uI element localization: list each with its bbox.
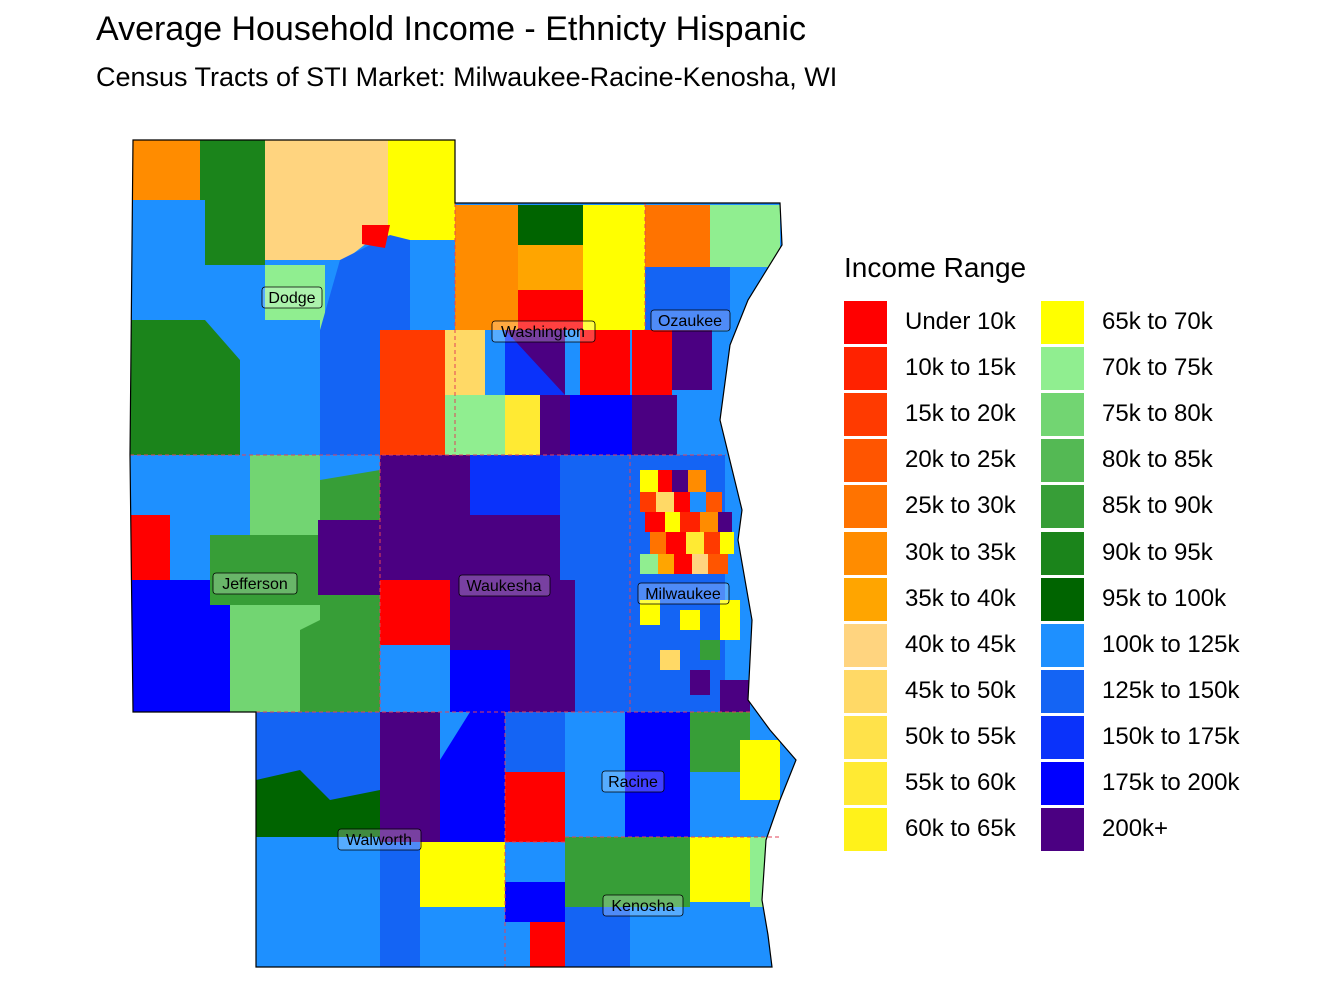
county-label-walworth: Walworth [337, 828, 422, 851]
chart-subtitle: Census Tracts of STI Market: Milwaukee-R… [96, 62, 838, 92]
legend-item: 200k+ [1041, 808, 1271, 852]
legend-label: Under 10k [905, 308, 1016, 335]
legend-label: 85k to 90k [1102, 492, 1213, 520]
legend-item: 100k to 125k [1041, 623, 1271, 668]
legend-label: 95k to 100k [1102, 584, 1227, 612]
legend-label: 40k to 45k [905, 630, 1016, 658]
legend-label: 30k to 35k [905, 538, 1016, 566]
legend-item: 95k to 100k [1041, 577, 1271, 622]
county-labels: Dodge Washington Ozaukee Jefferson Wauke… [212, 286, 731, 917]
legend-swatch [844, 439, 887, 483]
legend-item: 55k to 60k [844, 762, 1074, 806]
legend-label: 175k to 200k [1102, 769, 1240, 796]
svg-text:Waukesha: Waukesha [467, 578, 542, 595]
legend-item: 80k to 85k [1041, 439, 1271, 483]
legend-label: 55k to 60k [905, 769, 1016, 796]
svg-text:Kenosha: Kenosha [611, 898, 674, 915]
legend-item: 10k to 15k [844, 347, 1074, 391]
legend-label: 45k to 50k [905, 676, 1016, 704]
county-label-ozaukee: Ozaukee [650, 309, 731, 332]
legend-label: 10k to 15k [905, 354, 1016, 382]
svg-text:Ozaukee: Ozaukee [658, 313, 722, 330]
legend-swatch [1041, 393, 1084, 437]
svg-text:Racine: Racine [608, 774, 658, 791]
legend-swatch [844, 762, 887, 805]
legend-item: 60k to 65k [844, 808, 1074, 852]
legend-label: 20k to 25k [905, 446, 1016, 474]
legend-swatch [1041, 715, 1084, 759]
county-label-dodge: Dodge [261, 286, 323, 309]
legend-label: 80k to 85k [1102, 446, 1213, 474]
county-label-racine: Racine [601, 770, 665, 793]
legend-label: 100k to 125k [1102, 630, 1240, 658]
legend-swatch [844, 669, 887, 713]
legend-item: 90k to 95k [1041, 531, 1271, 576]
legend-item: 175k to 200k [1041, 762, 1271, 806]
legend-item: 50k to 55k [844, 715, 1074, 760]
legend-item: Under 10k [844, 301, 1074, 345]
legend-swatch [844, 347, 887, 391]
chart-title: Average Household Income - Ethnicty Hisp… [96, 10, 806, 48]
legend-label: 150k to 175k [1102, 722, 1240, 750]
legend-label: 35k to 40k [905, 584, 1016, 612]
legend-swatch [1041, 485, 1084, 529]
county-label-waukesha: Waukesha [458, 574, 551, 597]
legend-item: 35k to 40k [844, 577, 1074, 622]
legend-swatch [1041, 439, 1084, 483]
legend-item: 15k to 20k [844, 393, 1074, 437]
legend-swatch [844, 531, 887, 575]
legend-label: 200k+ [1102, 815, 1169, 843]
legend-swatch [844, 577, 887, 621]
legend-swatch [1041, 531, 1084, 575]
legend-item: 150k to 175k [1041, 715, 1271, 760]
legend-item: 30k to 35k [844, 531, 1074, 576]
county-label-kenosha: Kenosha [602, 894, 684, 917]
legend-swatch [1041, 808, 1084, 852]
legend-swatch [1041, 762, 1084, 805]
legend-item: 70k to 75k [1041, 347, 1271, 391]
legend-swatch [1041, 301, 1084, 344]
legend-title: Income Range [844, 252, 1027, 283]
legend-item: 75k to 80k [1041, 393, 1271, 437]
legend-label: 50k to 55k [905, 722, 1016, 750]
svg-text:Walworth: Walworth [346, 832, 412, 849]
legend-label: 15k to 20k [905, 400, 1016, 428]
legend-swatch [1041, 623, 1084, 667]
legend-swatch [1041, 577, 1084, 621]
svg-text:Dodge: Dodge [268, 290, 315, 307]
legend-swatch [844, 715, 887, 759]
legend-label: 75k to 80k [1102, 400, 1213, 428]
county-label-washington: Washington [491, 320, 596, 343]
legend-label: 60k to 65k [905, 815, 1016, 843]
svg-text:Jefferson: Jefferson [222, 576, 288, 593]
legend-item: 45k to 50k [844, 669, 1074, 714]
county-borders [130, 203, 780, 967]
legend-label: 25k to 30k [905, 492, 1016, 520]
legend-swatch [844, 485, 887, 529]
legend-label: 125k to 150k [1102, 676, 1240, 704]
legend-swatch [1041, 669, 1084, 713]
legend-swatch [844, 808, 887, 852]
legend-item: 125k to 150k [1041, 669, 1271, 714]
legend-swatch [1041, 347, 1084, 391]
county-label-milwaukee: Milwaukee [637, 582, 730, 605]
region-outline [129, 139, 797, 968]
legend-swatch [844, 623, 887, 667]
legend-item: 25k to 30k [844, 485, 1074, 529]
legend-label: 65k to 70k [1102, 308, 1213, 335]
svg-text:Washington: Washington [501, 324, 585, 341]
legend-item: 20k to 25k [844, 439, 1074, 483]
svg-text:Milwaukee: Milwaukee [645, 586, 721, 603]
legend-swatch [844, 393, 887, 437]
legend-swatch [844, 301, 887, 344]
legend-item: 65k to 70k [1041, 301, 1271, 345]
legend-label: 70k to 75k [1102, 354, 1213, 382]
legend-item: 40k to 45k [844, 623, 1074, 668]
legend-label: 90k to 95k [1102, 538, 1213, 566]
county-label-jefferson: Jefferson [212, 572, 298, 595]
legend-item: 85k to 90k [1041, 485, 1271, 529]
